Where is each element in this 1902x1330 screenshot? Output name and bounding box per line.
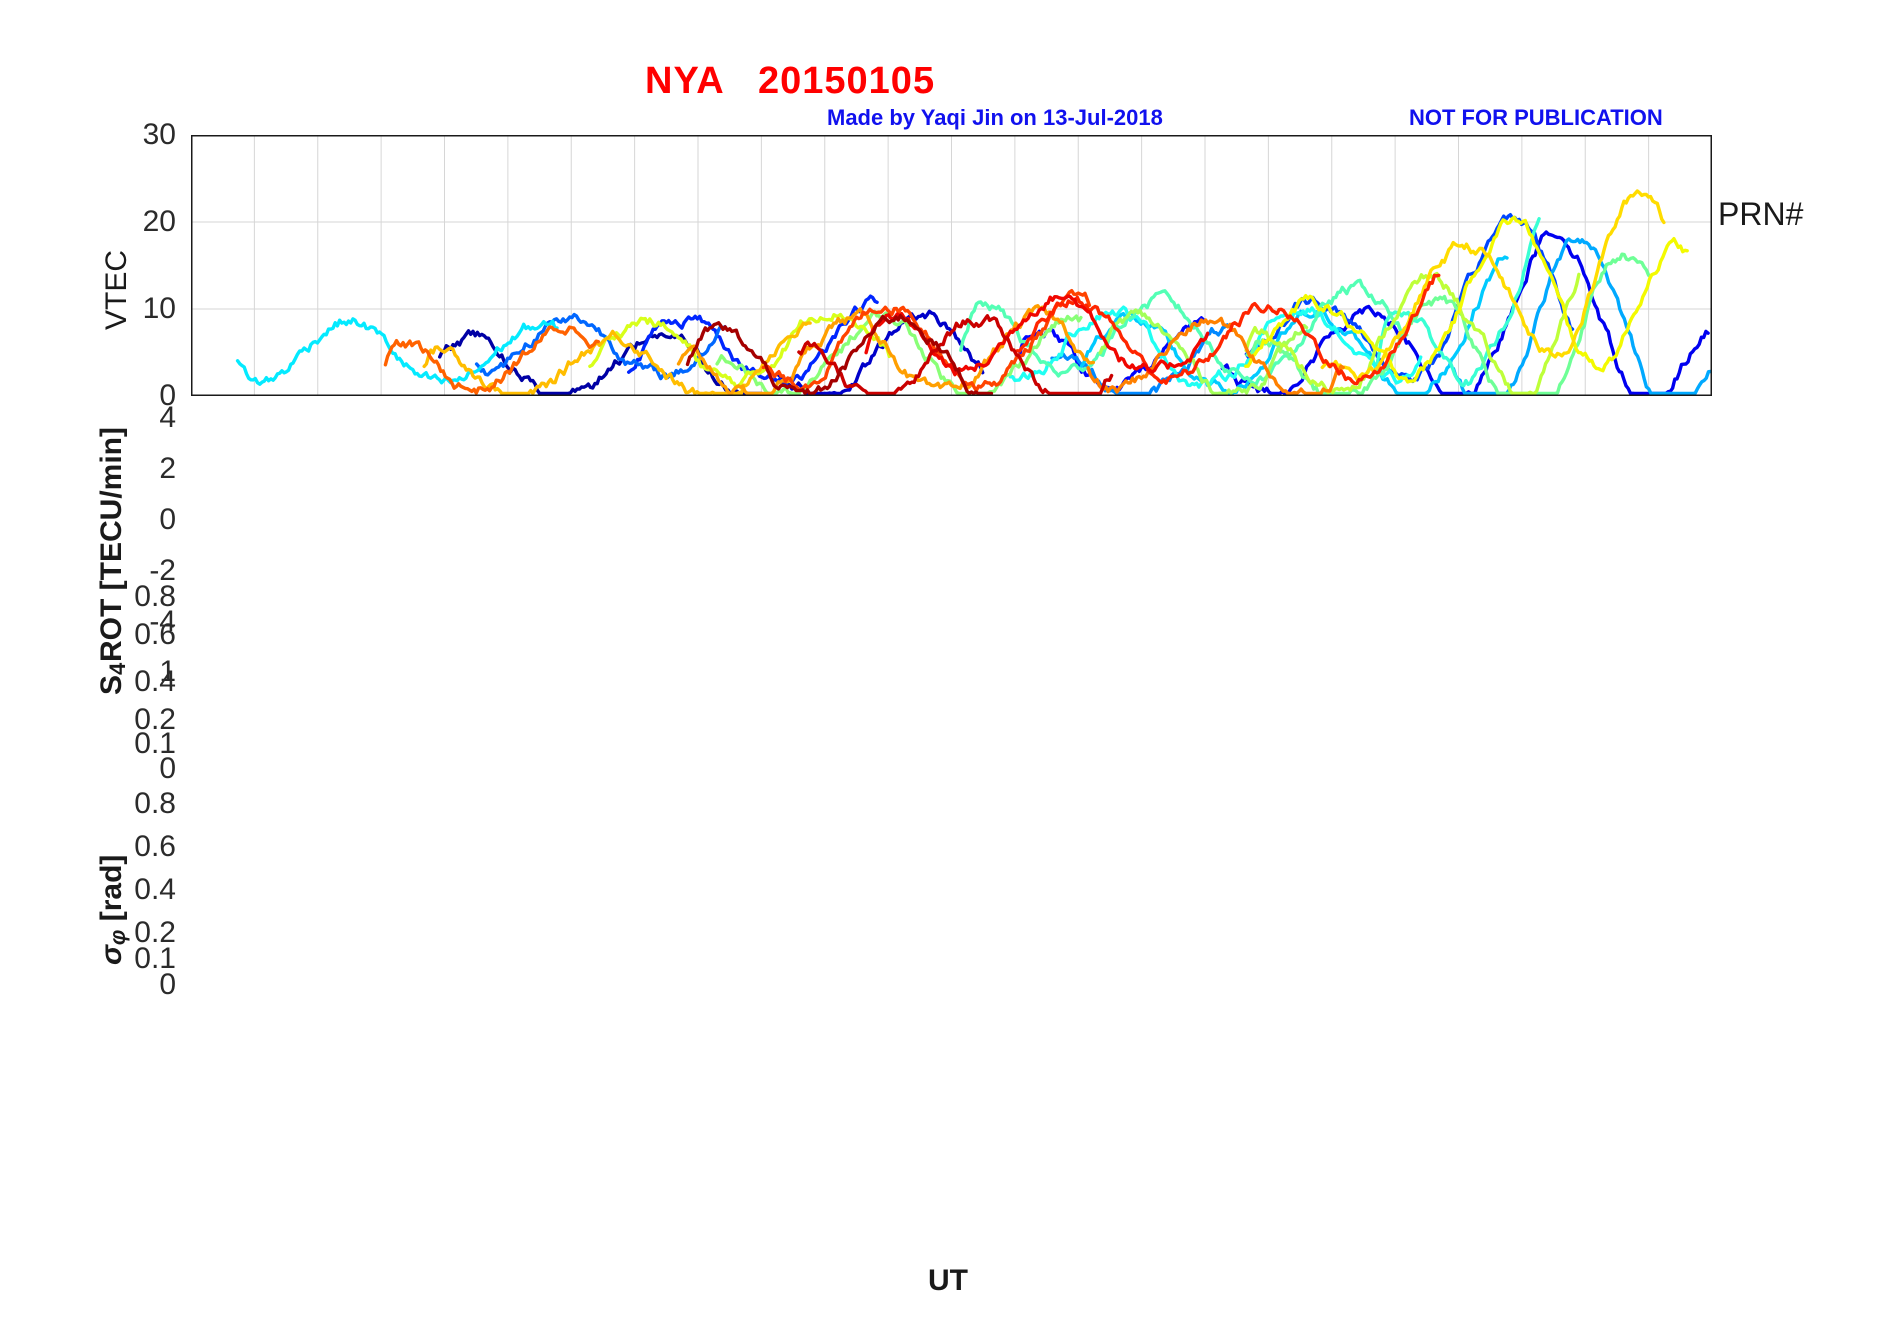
s4-axis-label-sub: 4 bbox=[105, 662, 131, 675]
colorbar-title: PRN# bbox=[1718, 196, 1804, 232]
sigmaphi-plot-svg bbox=[191, 775, 1712, 990]
x-axis-label: UT bbox=[928, 1264, 968, 1297]
sigmaphi-sigma-glyph: σ bbox=[95, 945, 128, 965]
figure-title: NYA 20150105 bbox=[645, 60, 936, 102]
vtec-plot-svg bbox=[191, 135, 1712, 396]
sp-ytick-08: 0.8 bbox=[134, 787, 176, 820]
sigmaphi-phi-sub: φ bbox=[105, 929, 131, 946]
vtec-ytick-10: 10 bbox=[142, 292, 176, 325]
rot-ytick-2: 2 bbox=[159, 452, 176, 485]
s4-ytick-1: 1 bbox=[159, 655, 176, 688]
panel-vtec bbox=[191, 135, 1712, 396]
s4-ytick-01: 0.1 bbox=[134, 727, 176, 760]
vtec-axis-label: VTEC bbox=[100, 249, 133, 330]
s4-ytick-0: 0 bbox=[159, 752, 176, 785]
not-for-publication-annotation: NOT FOR PUBLICATION bbox=[1409, 105, 1663, 130]
s4-axis-label: S4 bbox=[95, 663, 131, 695]
vtec-ytick-20: 20 bbox=[142, 205, 176, 238]
rot-ytick-4: 4 bbox=[159, 401, 176, 434]
sp-ytick-04: 0.4 bbox=[134, 873, 176, 906]
s4-axis-label-main: S bbox=[95, 674, 128, 695]
panel-rot bbox=[191, 400, 1712, 665]
made-by-annotation: Made by Yaqi Jin on 13-Jul-2018 bbox=[827, 105, 1163, 130]
sp-ytick-02: 0.2 bbox=[134, 916, 176, 949]
panel-sigmaphi bbox=[191, 775, 1712, 990]
rot-ytick-0: 0 bbox=[159, 503, 176, 536]
sp-ytick-0: 0 bbox=[159, 968, 176, 1001]
sigmaphi-axis-label: σφ [rad] bbox=[95, 855, 131, 965]
sp-ytick-06: 0.6 bbox=[134, 830, 176, 863]
x-axis-ticklabels bbox=[0, 1218, 1902, 1262]
rot-ytick-minus4: -4 bbox=[149, 605, 176, 638]
rot-ytick-minus2: -2 bbox=[149, 554, 176, 587]
s4-ytick-08: 0.8 bbox=[134, 580, 176, 613]
rot-plot-svg bbox=[191, 400, 1712, 665]
colorbar-swatch bbox=[1730, 239, 1771, 1064]
sigmaphi-unit: [rad] bbox=[95, 854, 128, 930]
s4-ytick-06: 0.6 bbox=[134, 618, 176, 651]
colorbar bbox=[1730, 239, 1771, 1064]
s4-plot-svg bbox=[191, 670, 1712, 770]
panel-s4 bbox=[191, 670, 1712, 770]
colorbar-ticklabels bbox=[1778, 230, 1888, 1070]
s4-ytick-02: 0.2 bbox=[134, 703, 176, 736]
vtec-ytick-30: 30 bbox=[142, 118, 176, 151]
s4-ytick-04: 0.4 bbox=[134, 665, 176, 698]
vtec-ytick-0: 0 bbox=[159, 379, 176, 412]
sp-ytick-01: 0.1 bbox=[134, 942, 176, 975]
